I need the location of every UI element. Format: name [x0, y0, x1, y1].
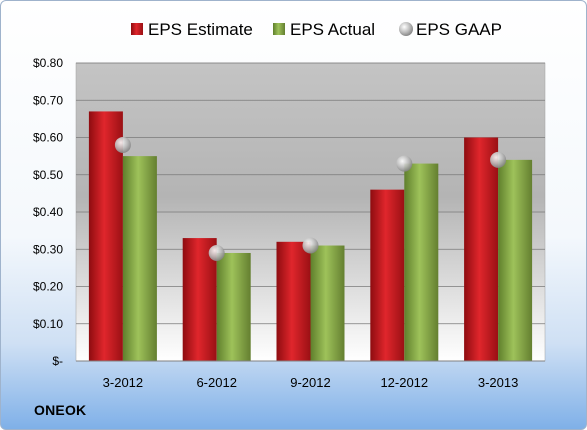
- y-tick-label: $0.40: [33, 205, 63, 219]
- eps-actual-bar: [122, 156, 157, 361]
- eps-gaap-marker: [396, 155, 413, 172]
- y-tick-label: $0.10: [33, 317, 63, 331]
- y-tick-label: $0.60: [33, 131, 63, 145]
- x-tick-label: 6-2012: [196, 375, 236, 390]
- legend-swatch-eps-gaap: [399, 22, 413, 36]
- eps-estimate-bar: [370, 189, 405, 361]
- y-tick-label: $0.20: [33, 280, 63, 294]
- eps-actual-bar: [310, 245, 345, 361]
- legend-swatch-eps-actual: [273, 23, 285, 35]
- legend: EPS Estimate EPS Actual EPS GAAP: [131, 20, 502, 39]
- eps-gaap-marker: [302, 237, 319, 254]
- legend-label-eps-gaap: EPS GAAP: [416, 20, 502, 39]
- company-name: ONEOK: [34, 402, 87, 418]
- legend-label-eps-estimate: EPS Estimate: [148, 20, 253, 39]
- gaap-markers: [114, 136, 507, 261]
- eps-actual-bar: [216, 252, 251, 361]
- eps-actual-bar: [404, 163, 439, 361]
- eps-estimate-bar: [464, 137, 499, 361]
- x-tick-label: 3-2013: [478, 375, 518, 390]
- x-tick-label: 3-2012: [103, 375, 143, 390]
- x-tick-label: 12-2012: [380, 375, 428, 390]
- eps-estimate-bar: [88, 111, 123, 361]
- legend-swatch-eps-estimate: [131, 23, 143, 35]
- y-tick-label: $0.30: [33, 242, 63, 256]
- y-tick-label: $0.50: [33, 168, 63, 182]
- y-tick-label: $-: [52, 354, 63, 368]
- legend-label-eps-actual: EPS Actual: [290, 20, 375, 39]
- x-tick-label: 9-2012: [290, 375, 330, 390]
- eps-actual-bar: [498, 159, 533, 361]
- eps-gaap-marker: [490, 151, 507, 168]
- eps-gaap-marker: [114, 136, 131, 153]
- y-tick-label: $0.80: [33, 56, 63, 70]
- y-tick-label: $0.70: [33, 93, 63, 107]
- eps-estimate-bar: [276, 241, 311, 361]
- y-axis-ticks: $- $0.10 $0.20 $0.30 $0.40 $0.50 $0.60 $0.70 $0.…: [33, 56, 63, 368]
- bars: [88, 111, 533, 361]
- eps-gaap-marker: [208, 244, 225, 261]
- x-axis-labels: 3-2012 6-2012 9-2012 12-2012 3-2013: [103, 375, 519, 390]
